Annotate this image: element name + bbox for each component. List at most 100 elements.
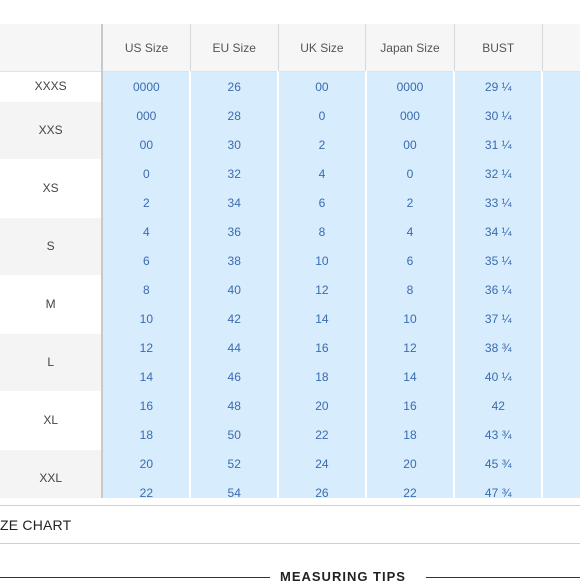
table-row: 00 30 2 00 31 ¼ [0, 130, 580, 159]
size-cell: 44 [189, 333, 279, 362]
size-cell: 0000 [364, 71, 455, 101]
size-cell: 8 [364, 275, 455, 304]
size-cell: 2 [101, 188, 191, 217]
size-cell: 38 [189, 246, 279, 275]
size-cell: 4 [277, 159, 366, 188]
size-cell: 33 ¼ [453, 188, 543, 217]
size-cell: 22 [364, 478, 455, 498]
table-row: 22 54 26 22 47 ¾ [0, 478, 580, 498]
overflow-cell [541, 188, 580, 217]
size-cell: 16 [364, 391, 455, 420]
size-cell: 16 [277, 333, 366, 362]
size-cell: 35 ¼ [453, 246, 543, 275]
size-cell: 20 [101, 449, 191, 478]
size-cell: 000 [101, 101, 191, 130]
size-cell: 42 [453, 391, 543, 420]
size-cell: 54 [189, 478, 279, 498]
table-header-row: US Size EU Size UK Size Japan Size BUST [0, 24, 580, 72]
overflow-cell [541, 449, 580, 478]
size-cell: 0 [364, 159, 455, 188]
table-row: S 4 36 8 4 34 ¼ [0, 217, 580, 276]
size-cell: 52 [189, 449, 279, 478]
table-row: 6 38 10 6 35 ¼ [0, 246, 580, 275]
size-cell: 36 ¼ [453, 275, 543, 304]
size-cell: 47 ¾ [453, 478, 543, 498]
size-cell: 20 [364, 449, 455, 478]
size-cell: 00 [364, 130, 455, 159]
size-cell: 8 [101, 275, 191, 304]
size-cell: 50 [189, 420, 279, 449]
size-cell: 26 [189, 71, 279, 101]
size-cell: 43 ¾ [453, 420, 543, 449]
size-cell: 0 [101, 159, 191, 188]
divider-right [426, 577, 580, 578]
overflow-cell [541, 246, 580, 275]
table-row: XXL 20 52 24 20 45 ¾ [0, 449, 580, 498]
size-cell: 24 [277, 449, 366, 478]
size-cell: 4 [101, 217, 191, 246]
size-cell: 16 [101, 391, 191, 420]
table-row: XS 0 32 4 0 32 ¼ [0, 159, 580, 218]
size-chart-tab[interactable]: ZE CHART [0, 505, 580, 544]
header-japan-size: Japan Size [365, 24, 455, 72]
size-label: XS [0, 159, 103, 218]
size-cell: 14 [101, 362, 191, 391]
header-bust: BUST [453, 24, 543, 72]
overflow-cell [541, 420, 580, 449]
size-chart-label: ZE CHART [0, 517, 72, 533]
size-cell: 37 ¼ [453, 304, 543, 333]
size-cell: 36 [189, 217, 279, 246]
size-cell: 18 [101, 420, 191, 449]
header-eu-size: EU Size [189, 24, 279, 72]
size-cell: 26 [277, 478, 366, 498]
header-us-size: US Size [101, 24, 191, 72]
size-cell: 10 [101, 304, 191, 333]
table-row: 10 42 14 10 37 ¼ [0, 304, 580, 333]
size-label: M [0, 275, 103, 334]
size-cell: 12 [364, 333, 455, 362]
size-cell: 31 ¼ [453, 130, 543, 159]
header-extra-cell [541, 24, 580, 72]
overflow-cell [541, 101, 580, 130]
size-label: XXS [0, 101, 103, 160]
size-cell: 46 [189, 362, 279, 391]
size-cell: 42 [189, 304, 279, 333]
header-corner-cell [0, 24, 103, 72]
size-cell: 00 [101, 130, 191, 159]
table-row: XXXS 0000 26 00 0000 29 ¼ [0, 71, 580, 102]
size-cell: 6 [101, 246, 191, 275]
size-cell: 18 [277, 362, 366, 391]
size-cell: 14 [364, 362, 455, 391]
table-row: L 12 44 16 12 38 ¾ [0, 333, 580, 392]
table-row: 14 46 18 14 40 ¼ [0, 362, 580, 391]
overflow-cell [541, 275, 580, 304]
size-cell: 45 ¾ [453, 449, 543, 478]
size-cell: 0000 [101, 71, 191, 101]
table-row: 2 34 6 2 33 ¼ [0, 188, 580, 217]
size-cell: 38 ¾ [453, 333, 543, 362]
size-cell: 32 ¼ [453, 159, 543, 188]
size-cell: 34 [189, 188, 279, 217]
size-label: L [0, 333, 103, 392]
header-uk-size: UK Size [277, 24, 366, 72]
size-cell: 40 [189, 275, 279, 304]
size-cell: 8 [277, 217, 366, 246]
overflow-cell [541, 71, 580, 101]
top-strip [0, 0, 580, 24]
size-cell: 6 [364, 246, 455, 275]
overflow-cell [541, 333, 580, 362]
size-cell: 22 [277, 420, 366, 449]
size-table-scroll[interactable]: US Size EU Size UK Size Japan Size BUST … [0, 24, 580, 498]
overflow-cell [541, 362, 580, 391]
size-cell: 2 [364, 188, 455, 217]
table-body: XXXS 0000 26 00 0000 29 ¼ XXS 000 28 0 000 30 ¼ 00 30… [0, 71, 580, 498]
size-cell: 20 [277, 391, 366, 420]
measuring-tips-title: MEASURING TIPS [280, 569, 406, 584]
size-cell: 32 [189, 159, 279, 188]
size-cell: 0 [277, 101, 366, 130]
size-cell: 4 [364, 217, 455, 246]
size-table: US Size EU Size UK Size Japan Size BUST … [0, 24, 580, 498]
table-row: XXS 000 28 0 000 30 ¼ [0, 101, 580, 160]
overflow-cell [541, 391, 580, 420]
size-cell: 12 [277, 275, 366, 304]
